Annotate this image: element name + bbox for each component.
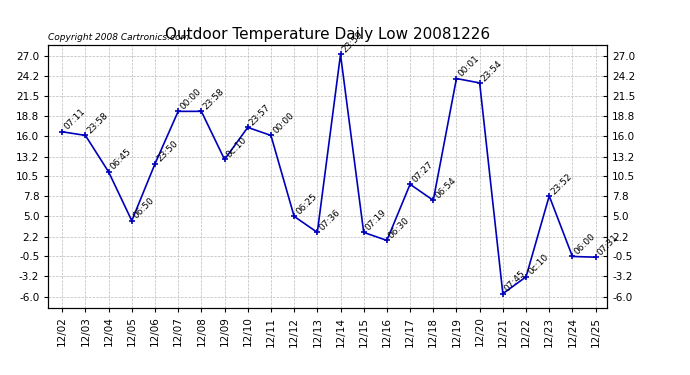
Text: 23:59: 23:59 (340, 30, 365, 54)
Text: 23:52: 23:52 (549, 171, 573, 196)
Title: Outdoor Temperature Daily Low 20081226: Outdoor Temperature Daily Low 20081226 (165, 27, 491, 42)
Text: 0c:10: 0c:10 (224, 135, 248, 159)
Text: 07:11: 07:11 (62, 107, 87, 132)
Text: Copyright 2008 Cartronics.com: Copyright 2008 Cartronics.com (48, 33, 190, 42)
Text: 06:50: 06:50 (132, 196, 157, 221)
Text: 23:58: 23:58 (201, 87, 226, 111)
Text: 23:58: 23:58 (86, 111, 110, 135)
Text: 06:54: 06:54 (433, 176, 458, 200)
Text: 06:45: 06:45 (108, 147, 133, 172)
Text: 00:00: 00:00 (271, 111, 295, 135)
Text: 23:50: 23:50 (155, 139, 179, 164)
Text: 0c:10: 0c:10 (526, 253, 550, 277)
Text: 23:54: 23:54 (480, 58, 504, 83)
Text: 06:30: 06:30 (387, 216, 411, 240)
Text: 07:45: 07:45 (503, 269, 527, 294)
Text: 00:00: 00:00 (178, 87, 203, 111)
Text: 00:01: 00:01 (457, 54, 481, 78)
Text: 07:31: 07:31 (595, 232, 620, 257)
Text: 06:25: 06:25 (294, 192, 319, 216)
Text: 07:19: 07:19 (364, 208, 388, 232)
Text: 06:00: 06:00 (573, 232, 597, 256)
Text: 07:27: 07:27 (410, 160, 435, 184)
Text: 07:36: 07:36 (317, 208, 342, 232)
Text: 23:57: 23:57 (248, 103, 273, 128)
